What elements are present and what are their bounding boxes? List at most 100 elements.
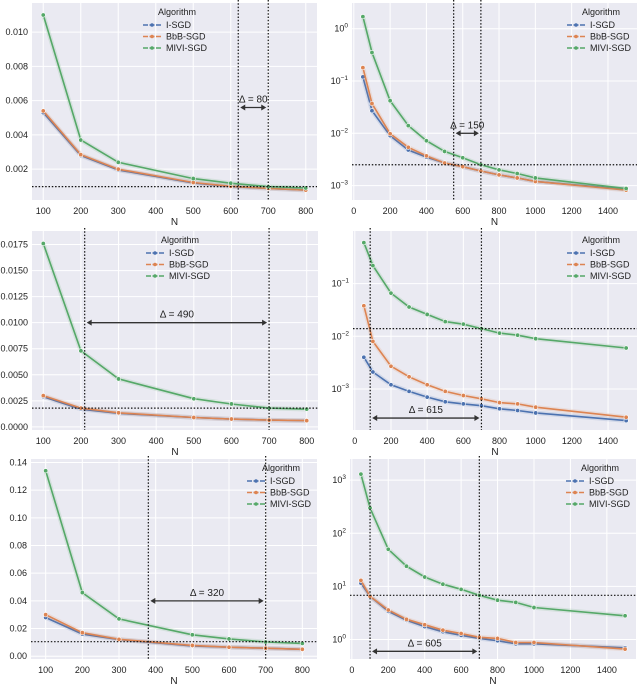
data-point [40, 108, 46, 114]
data-point [460, 401, 466, 407]
series-line-BbB-SGD [362, 67, 627, 191]
legend-title: Algorithm [582, 235, 620, 245]
data-point [514, 171, 520, 177]
legend-marker [574, 46, 578, 50]
x-tick-label: 400 [419, 206, 434, 216]
data-point [387, 98, 393, 104]
arrowhead-right [261, 104, 267, 111]
arrowhead-right [262, 319, 268, 326]
y-tick-label: 0.010 [5, 27, 28, 37]
x-tick-label: 300 [111, 436, 126, 446]
legend-marker [574, 274, 578, 278]
y-tick-label: 0.004 [5, 130, 28, 140]
legend-marker [573, 479, 577, 483]
y-tick-label: 10−2 [332, 330, 350, 341]
data-point [228, 416, 234, 422]
legend-item: BbB-SGD [143, 32, 206, 42]
y-tick-label: 0.0100 [0, 318, 28, 328]
data-point [403, 563, 409, 569]
data-point [78, 152, 84, 158]
x-tick-label: 0 [351, 206, 356, 216]
legend-marker [150, 46, 154, 50]
data-point [460, 164, 466, 170]
legend-item: MIVI-SGD [143, 43, 208, 53]
x-tick-label: 800 [492, 206, 507, 216]
x-tick-label: 600 [454, 665, 469, 675]
data-point [460, 155, 466, 161]
data-point [191, 414, 197, 420]
data-point [190, 176, 196, 182]
data-point [623, 185, 629, 191]
y-tick-label: 10−1 [332, 278, 350, 289]
data-point [116, 410, 122, 416]
data-point [496, 172, 502, 178]
data-point [405, 123, 411, 129]
y-tick-exponent: 0 [344, 23, 348, 30]
data-point [440, 581, 446, 587]
legend-label: I-SGD [590, 248, 616, 258]
y-tick-exponent: 3 [342, 474, 346, 481]
legend-marker [150, 34, 154, 39]
x-tick-label: 100 [38, 665, 53, 675]
y-tick-label: 102 [332, 527, 346, 538]
legend-label: BbB-SGD [166, 32, 206, 42]
x-axis-label: N [170, 676, 177, 686]
data-point [115, 159, 121, 165]
legend-item: BbB-SGD [567, 32, 630, 42]
data-point [406, 388, 412, 394]
data-point [369, 101, 375, 107]
legend-title: Algorithm [581, 463, 619, 473]
data-point [388, 382, 394, 388]
series-line-I-SGD [360, 582, 626, 649]
y-tick-label: 0.002 [5, 164, 28, 174]
data-point [387, 131, 393, 137]
series-line-BbB-SGD [363, 305, 627, 418]
data-point [497, 406, 503, 412]
x-tick-label: 100 [36, 436, 51, 446]
data-point [533, 336, 539, 342]
x-tick-label: 1000 [524, 665, 544, 675]
legend-marker [574, 34, 578, 39]
data-point [424, 394, 430, 400]
x-tick-label: 600 [224, 436, 239, 446]
legend-marker [153, 262, 157, 267]
x-axis-label: N [491, 447, 498, 458]
legend-marker [573, 502, 577, 506]
x-tick-label: 300 [111, 665, 126, 675]
data-point [370, 263, 376, 269]
x-tick-label: 1000 [526, 436, 546, 446]
data-point [442, 148, 448, 154]
arrowhead-left [372, 415, 378, 422]
data-point [495, 635, 501, 641]
legend-marker [573, 490, 577, 495]
y-tick-label: 10−3 [331, 180, 349, 191]
x-axis-label: N [491, 217, 498, 228]
data-point [515, 401, 521, 407]
data-point [189, 632, 195, 638]
subplot-5: 100 200 300 400 500 600 700 800 0.00 0.02 0.04 0.06… [9, 456, 317, 686]
data-point [116, 636, 122, 642]
data-point [361, 354, 367, 360]
data-point [358, 577, 364, 583]
legend-item: I-SGD [146, 248, 195, 258]
subplot-1: 100 200 300 400 500 600 700 800 0.002 0.004 0.006 0… [5, 0, 317, 228]
data-point [370, 338, 376, 344]
legend-item: I-SGD [567, 20, 616, 30]
data-point [361, 303, 367, 309]
legend-marker [153, 274, 157, 278]
x-axis-label: N [171, 447, 178, 458]
legend-item: MIVI-SGD [146, 271, 211, 281]
data-point [369, 108, 375, 114]
data-point [189, 642, 195, 648]
data-point [78, 348, 84, 354]
data-point [497, 330, 503, 336]
data-point [40, 12, 46, 18]
x-tick-label: 600 [456, 436, 471, 446]
data-point [360, 14, 366, 20]
data-point [361, 240, 367, 246]
y-tick-label: 10−2 [331, 127, 349, 138]
subplot-3: 100 200 300 400 500 600 700 800 0.0000 0.0025 0.00… [0, 228, 318, 458]
delta-annotation: Δ = 615 [409, 405, 444, 416]
data-point [370, 369, 376, 375]
x-tick-label: 200 [383, 436, 398, 446]
